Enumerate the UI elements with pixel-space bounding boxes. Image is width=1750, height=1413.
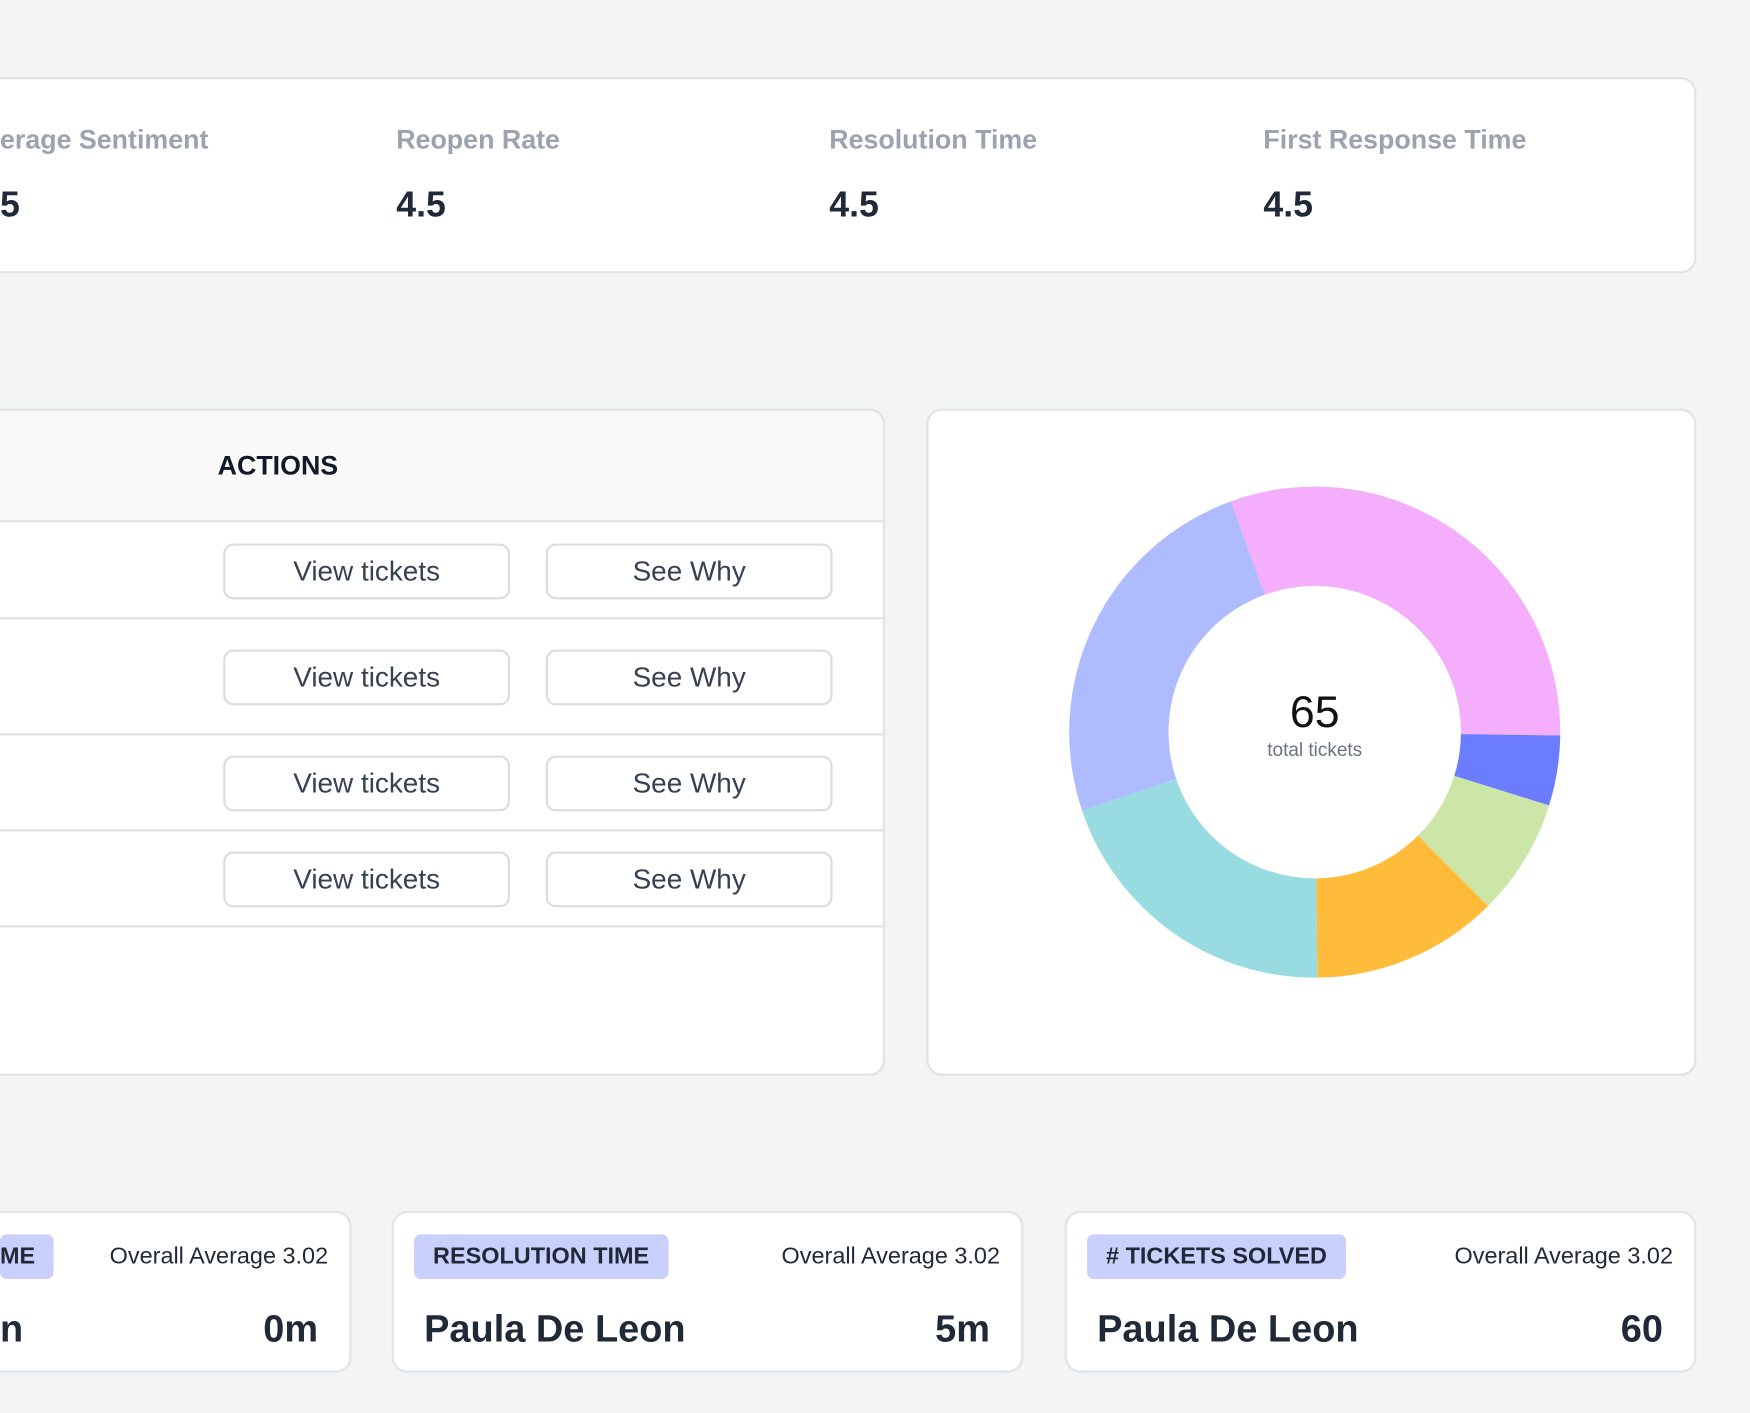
table-header-bg [0,410,883,523]
metric-label: erage Sentiment [0,124,209,155]
donut-segment [1230,486,1561,736]
row-divider [0,829,883,832]
donut-segment [1316,835,1489,978]
stat-card: RESOLUTION TIME Overall Average 3.02 Paula… [391,1210,1024,1373]
action-button[interactable]: See Why [545,851,833,908]
stat-overall: Overall Average 3.02 [1454,1243,1673,1270]
stat-card: ME Overall Average 3.02 n 0m [0,1210,352,1373]
metric-value: 5 [0,184,20,225]
stat-overall: Overall Average 3.02 [781,1243,1000,1270]
action-button[interactable]: See Why [545,543,833,600]
stat-badge: # TICKETS SOLVED [1087,1234,1346,1280]
donut-caption: total tickets [1267,740,1362,761]
action-button[interactable]: See Why [545,755,833,812]
metric-value: 4.5 [1263,184,1314,225]
metric-label: First Response Time [1263,124,1527,155]
action-button[interactable]: View tickets [223,755,511,812]
action-button[interactable]: View tickets [223,543,511,600]
stat-value: 60 [1620,1307,1663,1351]
metric-label: Reopen Rate [396,124,560,155]
stat-card: # TICKETS SOLVED Overall Average 3.02 Paul… [1064,1210,1697,1373]
row-divider [0,617,883,620]
donut-segment [1454,734,1561,806]
metrics-card: erage Sentiment 5 Reopen Rate 4.5 Resolution… [0,77,1697,274]
metric-value: 4.5 [829,184,879,225]
table-header: ACTIONS [217,450,339,481]
row-divider [0,925,883,928]
donut-segment [1069,501,1265,811]
donut-segment [1417,775,1550,906]
stat-value: 5m [935,1307,990,1351]
stat-badge: ME [0,1234,54,1280]
donut-segment [1082,778,1318,978]
action-button[interactable]: View tickets [223,851,511,908]
donut-total: 65 [1290,688,1340,737]
stat-name: n [0,1307,24,1351]
metric-value: 4.5 [396,184,446,225]
metric-label: Resolution Time [829,124,1038,155]
stat-name: Paula De Leon [1097,1307,1359,1351]
donut-card: 65 total tickets [926,408,1697,1076]
stat-badge: RESOLUTION TIME [414,1234,669,1280]
action-button[interactable]: View tickets [223,649,511,706]
stat-overall: Overall Average 3.02 [109,1243,329,1270]
actions-table: ACTIONS View tickets See Why View tickets Se… [0,408,886,1076]
row-divider [0,733,883,736]
donut-chart: 65 total tickets [1069,486,1561,978]
action-button[interactable]: See Why [545,649,833,706]
stat-value: 0m [263,1307,319,1351]
stat-name: Paula De Leon [424,1307,686,1351]
